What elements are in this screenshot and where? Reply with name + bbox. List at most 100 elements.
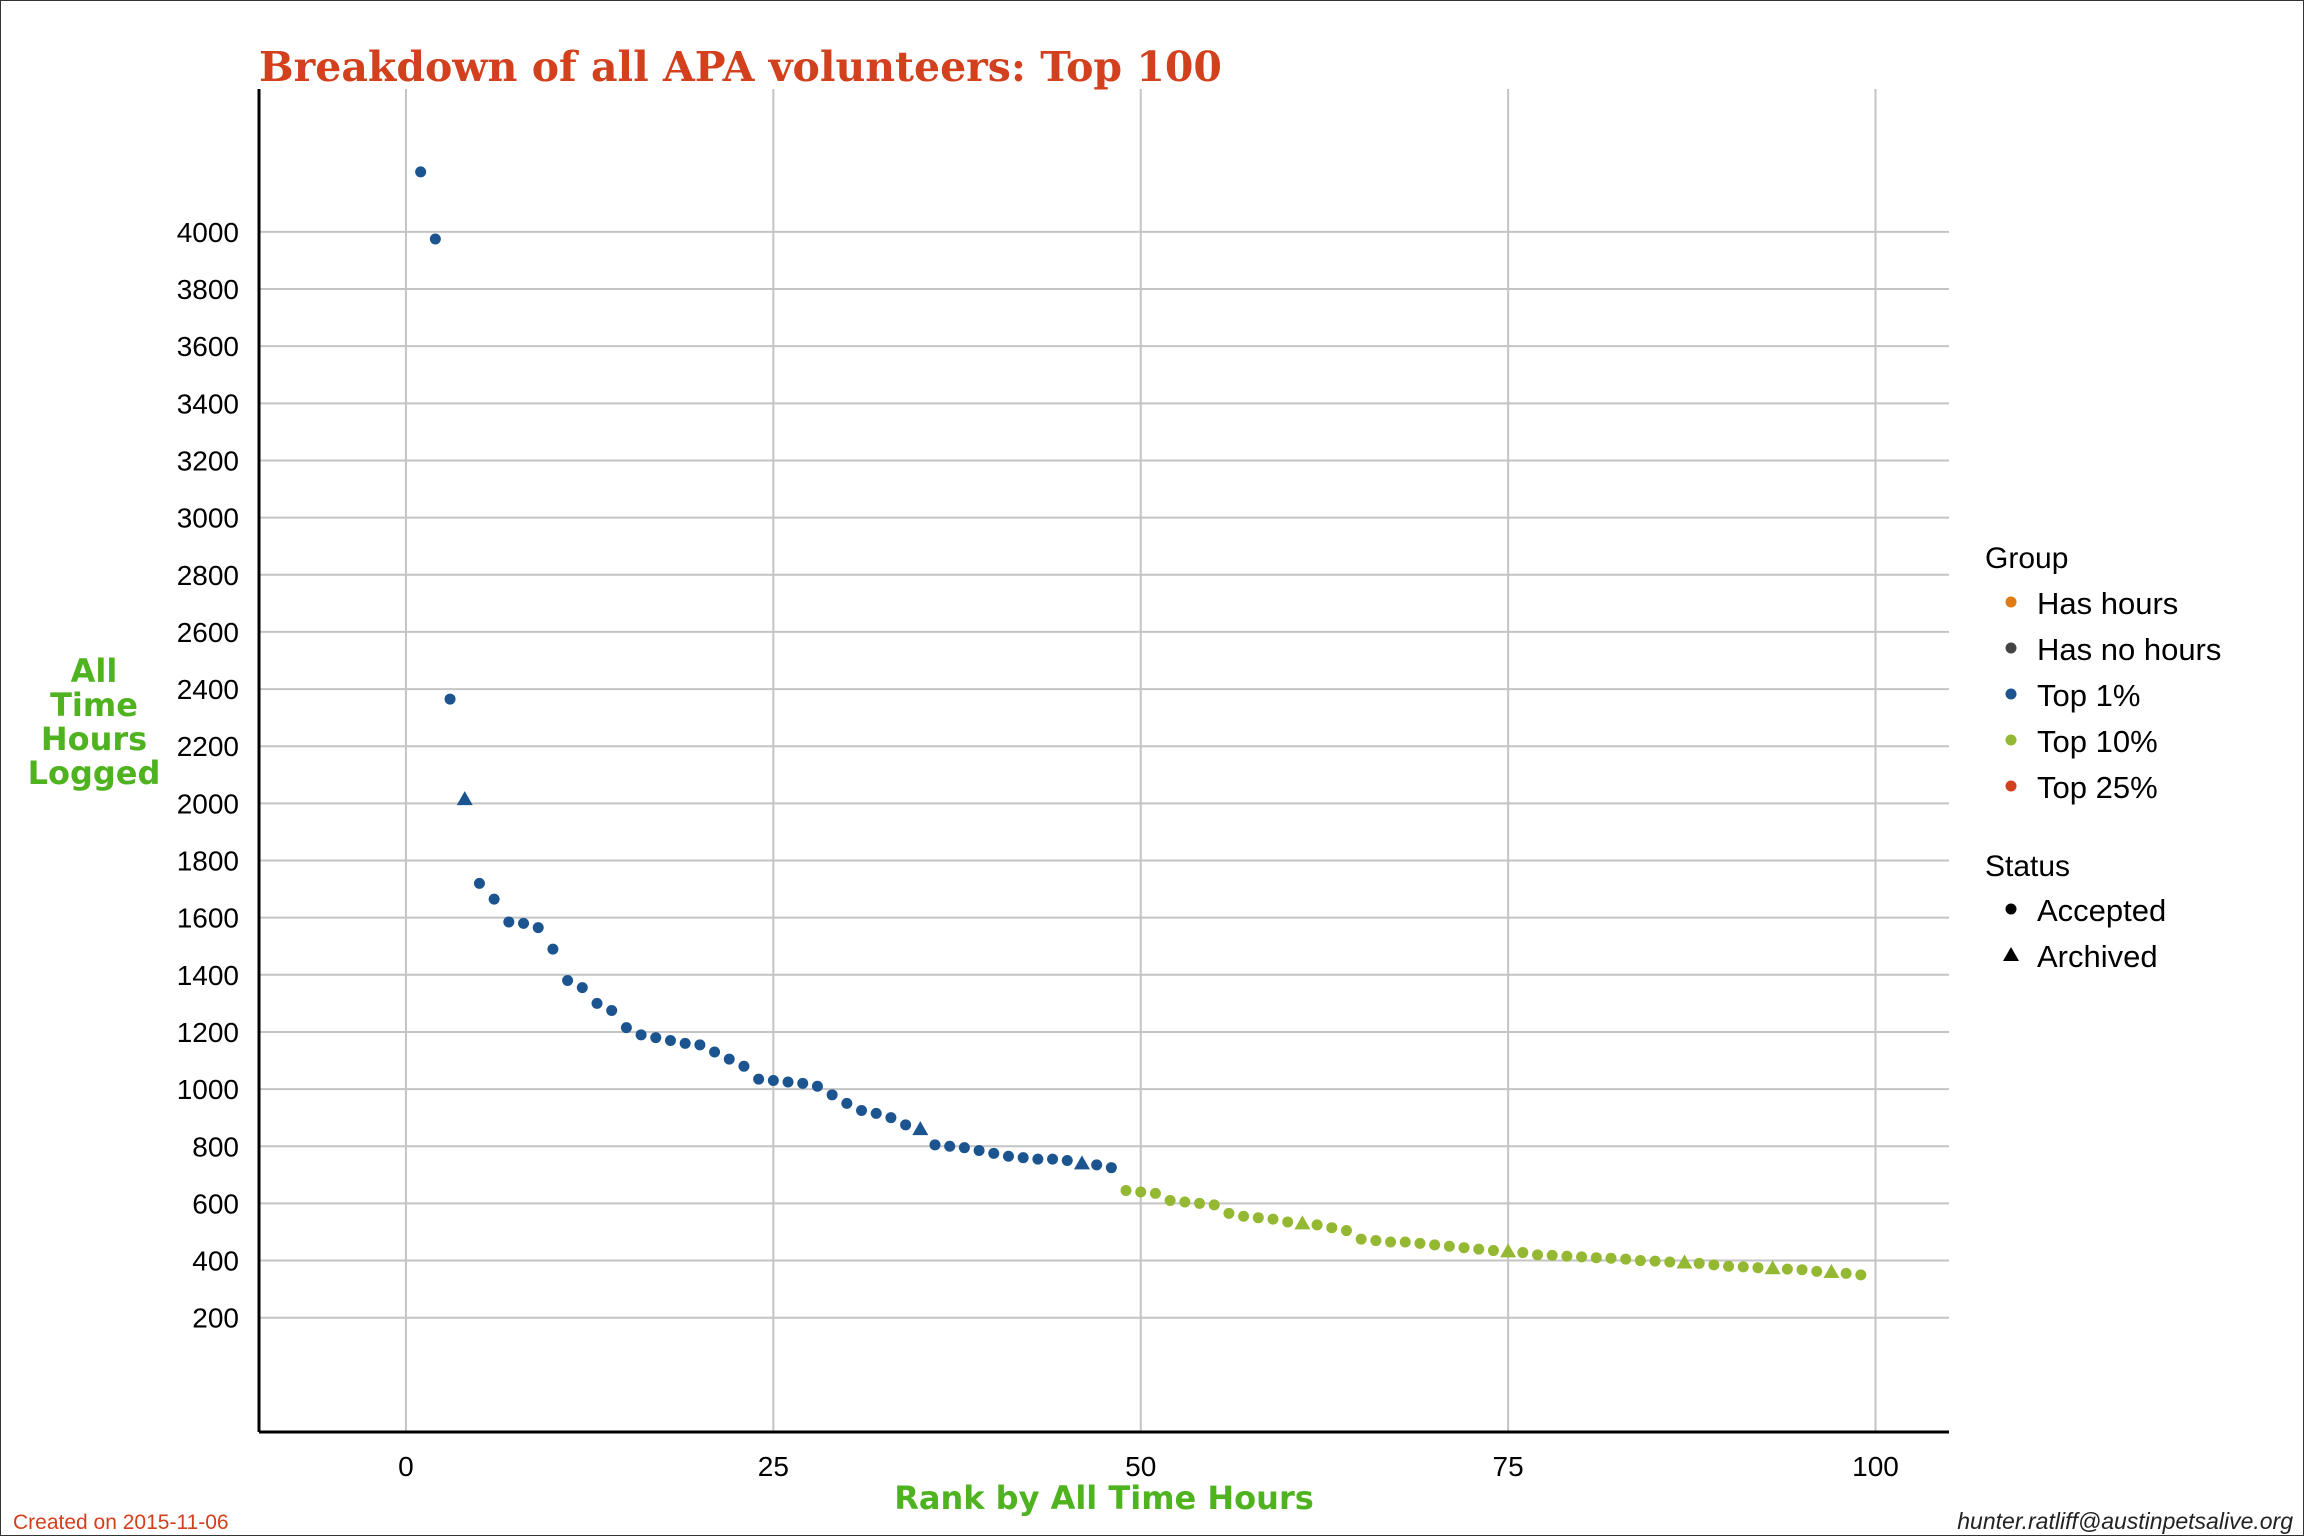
data-point-accepted — [1429, 1239, 1441, 1251]
data-point-accepted — [1105, 1162, 1117, 1174]
x-tick-label: 50 — [1125, 1451, 1156, 1482]
data-point-accepted — [503, 916, 515, 928]
data-point-accepted — [576, 982, 588, 994]
data-point-accepted — [1737, 1261, 1749, 1273]
data-point-accepted — [1781, 1263, 1793, 1275]
data-point-accepted — [1708, 1259, 1720, 1271]
x-tick-label: 75 — [1493, 1451, 1524, 1482]
y-tick-label: 2800 — [177, 560, 239, 591]
y-tick-label: 1000 — [177, 1074, 239, 1105]
y-tick-label: 2600 — [177, 617, 239, 648]
x-tick-label: 100 — [1852, 1451, 1899, 1482]
y-tick-label: 3600 — [177, 331, 239, 362]
data-point-accepted — [415, 166, 427, 178]
data-point-accepted — [767, 1075, 779, 1087]
legend-swatch — [2005, 688, 2017, 700]
legend-shape-triangle — [2003, 947, 2019, 961]
data-point-accepted — [1561, 1250, 1573, 1262]
data-point-archived — [1823, 1263, 1840, 1278]
data-point-accepted — [1487, 1245, 1499, 1257]
data-point-accepted — [1208, 1199, 1220, 1211]
y-tick-label: 800 — [192, 1131, 239, 1162]
data-point-accepted — [1194, 1197, 1206, 1209]
data-point-accepted — [1473, 1243, 1485, 1255]
data-point-accepted — [1267, 1213, 1279, 1225]
data-point-accepted — [488, 893, 500, 905]
x-tick-label: 25 — [758, 1451, 789, 1482]
data-point-accepted — [1693, 1257, 1705, 1269]
data-point-accepted — [1458, 1242, 1470, 1254]
data-point-accepted — [900, 1119, 912, 1131]
data-point-accepted — [1135, 1186, 1147, 1198]
data-point-accepted — [1120, 1185, 1132, 1197]
data-point-accepted — [811, 1080, 823, 1092]
data-point-archived — [1294, 1215, 1311, 1230]
legend-label: Has hours — [2037, 586, 2178, 621]
y-tick-label: 600 — [192, 1188, 239, 1219]
y-axis-title-line: Hours — [41, 720, 147, 758]
created-date: Created on 2015-11-06 — [13, 1511, 229, 1534]
data-point-accepted — [1179, 1196, 1191, 1208]
data-point-accepted — [782, 1076, 794, 1088]
data-point-accepted — [1532, 1249, 1544, 1261]
data-point-accepted — [650, 1032, 662, 1044]
data-point-accepted — [1002, 1150, 1014, 1162]
data-point-accepted — [885, 1112, 897, 1124]
data-point-archived — [1676, 1254, 1693, 1269]
y-tick-label: 1600 — [177, 903, 239, 934]
legend-label: Has no hours — [2037, 632, 2221, 667]
data-point-accepted — [1238, 1210, 1250, 1222]
data-point-accepted — [694, 1039, 706, 1051]
y-axis-title-line: Logged — [28, 754, 161, 792]
chart-title: Breakdown of all APA volunteers: Top 100 — [259, 43, 1222, 91]
data-point-accepted — [738, 1060, 750, 1072]
data-point-accepted — [429, 233, 441, 245]
data-point-accepted — [606, 1005, 618, 1017]
legend-swatch — [2005, 734, 2017, 746]
y-tick-label: 4000 — [177, 217, 239, 248]
data-point-accepted — [1355, 1233, 1367, 1245]
data-point-accepted — [591, 997, 603, 1009]
data-point-accepted — [1326, 1222, 1338, 1234]
data-point-accepted — [635, 1029, 647, 1041]
y-tick-label: 1800 — [177, 846, 239, 877]
data-point-accepted — [1634, 1255, 1646, 1267]
y-tick-label: 3000 — [177, 503, 239, 534]
data-point-accepted — [1223, 1207, 1235, 1219]
data-point-accepted — [518, 917, 530, 929]
data-point-archived — [1073, 1155, 1090, 1170]
y-tick-label: 1400 — [177, 960, 239, 991]
data-point-accepted — [1576, 1251, 1588, 1263]
y-tick-label: 200 — [192, 1303, 239, 1334]
data-point-accepted — [753, 1073, 765, 1085]
data-point-accepted — [1620, 1253, 1632, 1265]
axes — [257, 89, 1949, 1434]
data-point-accepted — [709, 1046, 721, 1058]
data-point-accepted — [1811, 1265, 1823, 1277]
legend-status-entries: Accepted Archived — [2003, 893, 2166, 974]
y-tick-label: 400 — [192, 1246, 239, 1277]
y-tick-label: 2400 — [177, 674, 239, 705]
legend-shape-circle — [2005, 903, 2017, 915]
data-point-accepted — [547, 943, 559, 955]
legend-label: Top 25% — [2037, 770, 2158, 805]
data-point-accepted — [444, 693, 456, 705]
data-point-accepted — [826, 1089, 838, 1101]
legend-label: Accepted — [2037, 893, 2166, 928]
data-points — [415, 166, 1867, 1281]
data-point-accepted — [870, 1107, 882, 1119]
data-point-accepted — [1664, 1256, 1676, 1268]
data-point-accepted — [1385, 1236, 1397, 1248]
data-point-accepted — [473, 877, 485, 889]
data-point-accepted — [1723, 1260, 1735, 1272]
data-point-archived — [912, 1121, 929, 1136]
y-tick-label: 2200 — [177, 731, 239, 762]
legend-label: Top 1% — [2037, 678, 2140, 713]
data-point-accepted — [723, 1053, 735, 1065]
data-point-accepted — [1370, 1235, 1382, 1247]
x-tick-labels: 0 25 50 75 100 — [398, 1451, 1899, 1482]
data-point-accepted — [1752, 1262, 1764, 1274]
data-point-accepted — [1840, 1267, 1852, 1279]
